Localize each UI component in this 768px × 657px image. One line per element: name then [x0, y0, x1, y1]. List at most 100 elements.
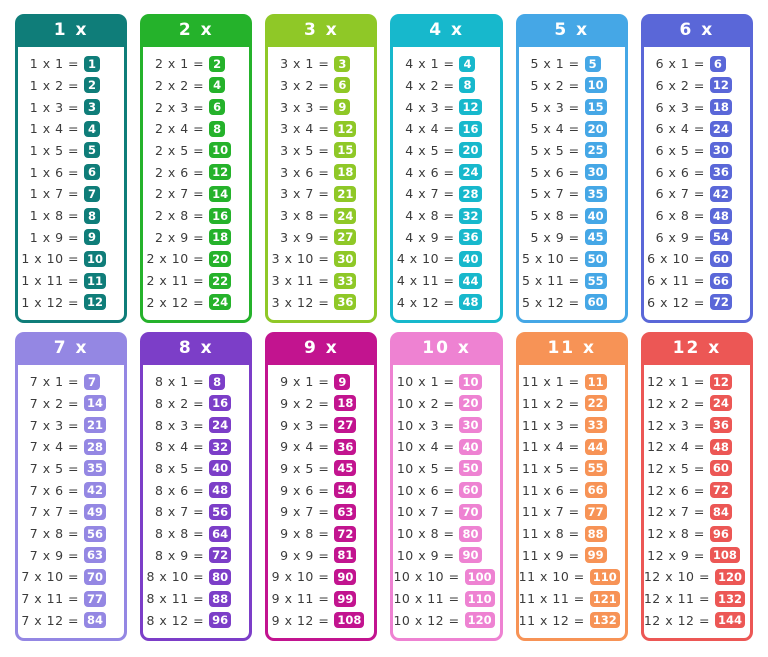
times-table-card: 7 x 7 x 1 = 7 7 x 2 = 14 7 x 3 = 21 7 x 4 = 28 7… — [15, 332, 128, 641]
equation-text: 12 x 4 = — [647, 439, 705, 455]
equation-row: 12 x 11 = 132 — [644, 589, 748, 609]
equation-row: 4 x 10 = 40 — [393, 249, 497, 269]
result-chip: 120 — [714, 568, 745, 585]
times-table-card: 10 x 10 x 1 = 10 10 x 2 = 20 10 x 3 = 30 10 x … — [390, 332, 503, 641]
times-table-body: 11 x 1 = 11 11 x 2 = 22 11 x 3 = 33 11 x 4 = 44… — [515, 365, 628, 641]
equation-row: 5 x 3 = 15 — [519, 97, 623, 117]
times-table-body: 12 x 1 = 12 12 x 2 = 24 12 x 3 = 36 12 x 4 = 48… — [640, 365, 753, 641]
equation-row: 11 x 6 = 66 — [519, 480, 623, 500]
equation-row: 12 x 8 = 96 — [644, 524, 748, 544]
result-chip: 30 — [584, 164, 607, 181]
equation-text: 4 x 12 = — [396, 294, 455, 310]
result-chip: 18 — [334, 395, 357, 412]
times-table-body: 3 x 1 = 3 3 x 2 = 6 3 x 3 = 9 3 x 4 = 12 3 x 5 =… — [265, 47, 378, 323]
equation-row: 9 x 1 = 9 — [268, 372, 372, 392]
equation-row: 1 x 11 = 11 — [18, 271, 122, 291]
equation-text: 4 x 3 = — [405, 99, 455, 115]
result-chip: 121 — [589, 590, 620, 607]
result-chip: 40 — [209, 460, 232, 477]
equation-text: 11 x 4 = — [522, 439, 580, 455]
result-chip: 10 — [84, 250, 107, 267]
equation-text: 5 x 2 = — [530, 77, 580, 93]
result-chip: 48 — [209, 482, 232, 499]
equation-text: 4 x 6 = — [405, 164, 455, 180]
equation-row: 5 x 2 = 10 — [519, 75, 623, 95]
result-chip: 32 — [459, 207, 482, 224]
result-chip: 70 — [459, 503, 482, 520]
equation-text: 11 x 9 = — [522, 547, 580, 563]
times-table-title: 9 x — [265, 332, 378, 365]
times-table-card: 1 x 1 x 1 = 1 1 x 2 = 2 1 x 3 = 3 1 x 4 = 4 1 x … — [15, 14, 128, 323]
result-chip: 24 — [209, 294, 232, 311]
result-chip: 77 — [584, 503, 607, 520]
result-chip: 9 — [84, 229, 100, 246]
equation-row: 1 x 1 = 1 — [18, 54, 122, 74]
equation-text: 8 x 12 = — [146, 612, 205, 628]
equation-text: 9 x 4 = — [280, 439, 330, 455]
equation-text: 10 x 8 = — [396, 526, 455, 541]
result-chip: 108 — [709, 547, 740, 564]
times-table-card: 6 x 6 x 1 = 6 6 x 2 = 12 6 x 3 = 18 6 x 4 = 24 6… — [640, 14, 753, 323]
equation-row: 2 x 3 = 6 — [143, 97, 247, 117]
equation-row: 7 x 9 = 63 — [18, 545, 122, 565]
result-chip: 80 — [459, 525, 482, 542]
equation-text: 6 x 4 = — [655, 121, 705, 137]
equation-text: 2 x 10 = — [146, 251, 205, 267]
equation-row: 9 x 2 = 18 — [268, 393, 372, 413]
result-chip: 10 — [459, 373, 482, 390]
equation-text: 11 x 12 = — [518, 612, 585, 628]
equation-text: 1 x 5 = — [29, 142, 79, 158]
equation-text: 2 x 8 = — [154, 208, 205, 223]
equation-text: 9 x 10 = — [271, 569, 330, 585]
equation-text: 10 x 1 = — [396, 374, 455, 390]
equation-text: 4 x 10 = — [396, 251, 455, 267]
equation-text: 2 x 2 = — [154, 77, 205, 93]
result-chip: 36 — [709, 417, 732, 434]
result-chip: 56 — [209, 503, 232, 520]
equation-text: 8 x 2 = — [154, 395, 205, 411]
equation-row: 10 x 5 = 50 — [393, 458, 497, 478]
equation-row: 8 x 6 = 48 — [143, 480, 247, 500]
result-chip: 27 — [334, 229, 357, 246]
equation-row: 1 x 2 = 2 — [18, 75, 122, 95]
result-chip: 72 — [709, 294, 732, 311]
equation-row: 11 x 10 = 110 — [519, 567, 623, 587]
equation-row: 5 x 9 = 45 — [519, 227, 623, 247]
result-chip: 60 — [584, 294, 607, 311]
equation-row: 5 x 10 = 50 — [519, 249, 623, 269]
result-chip: 12 — [459, 99, 482, 116]
equation-row: 8 x 4 = 32 — [143, 437, 247, 457]
result-chip: 5 — [584, 55, 601, 72]
result-chip: 96 — [709, 525, 732, 542]
equation-row: 10 x 4 = 40 — [393, 437, 497, 457]
equation-row: 1 x 3 = 3 — [18, 97, 122, 117]
result-chip: 24 — [209, 417, 232, 434]
result-chip: 60 — [459, 482, 482, 499]
equation-row: 2 x 10 = 20 — [143, 249, 247, 269]
equation-row: 6 x 4 = 24 — [644, 119, 748, 139]
equation-text: 8 x 7 = — [154, 504, 205, 520]
times-table-body: 7 x 1 = 7 7 x 2 = 14 7 x 3 = 21 7 x 4 = 28 7 x 5… — [15, 365, 128, 641]
equation-row: 5 x 11 = 55 — [519, 271, 623, 291]
equation-text: 6 x 2 = — [655, 77, 705, 93]
equation-text: 3 x 4 = — [280, 121, 330, 137]
equation-text: 3 x 1 = — [280, 56, 330, 72]
equation-row: 6 x 11 = 66 — [644, 271, 748, 291]
times-table-title: 8 x — [140, 332, 253, 365]
result-chip: 12 — [209, 164, 232, 181]
times-table-body: 4 x 1 = 4 4 x 2 = 8 4 x 3 = 12 4 x 4 = 16 4 x 5 … — [390, 47, 503, 323]
result-chip: 10 — [209, 142, 232, 159]
equation-text: 4 x 1 = — [405, 56, 455, 72]
result-chip: 21 — [334, 185, 357, 202]
equation-text: 5 x 6 = — [530, 164, 580, 180]
equation-text: 8 x 1 = — [154, 374, 205, 390]
equation-text: 3 x 11 = — [271, 273, 330, 289]
times-table-card: 8 x 8 x 1 = 8 8 x 2 = 16 8 x 3 = 24 8 x 4 = 32 8… — [140, 332, 253, 641]
equation-row: 2 x 12 = 24 — [143, 292, 247, 312]
result-chip: 36 — [334, 294, 357, 311]
result-chip: 3 — [334, 55, 351, 72]
equation-text: 2 x 1 = — [154, 56, 205, 72]
equation-text: 6 x 1 = — [655, 56, 705, 72]
equation-text: 7 x 11 = — [21, 591, 79, 607]
result-chip: 55 — [584, 272, 607, 289]
